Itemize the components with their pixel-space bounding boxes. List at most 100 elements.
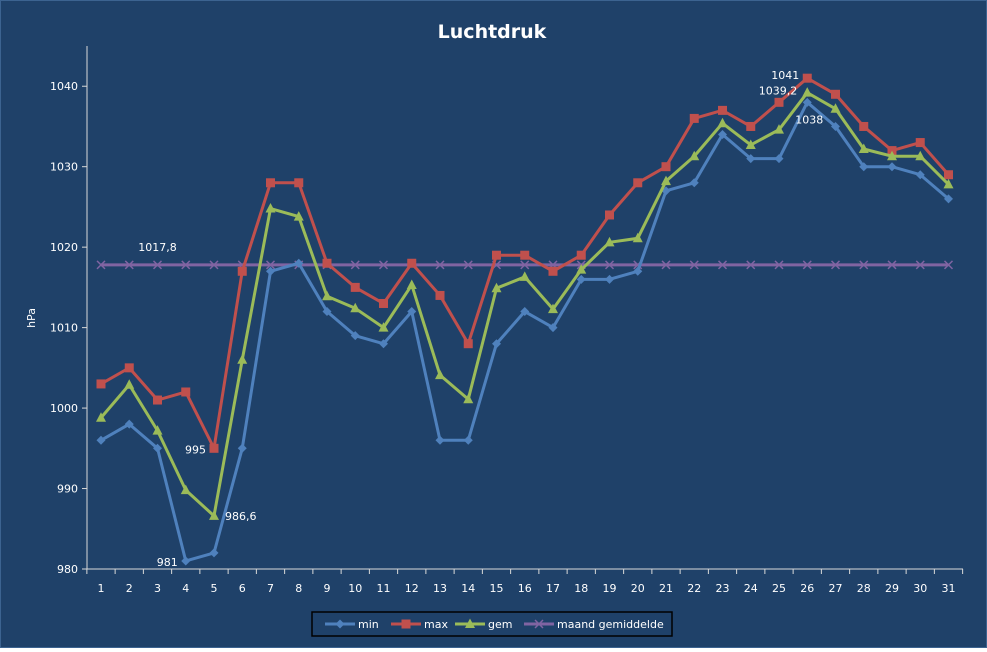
data-point	[293, 211, 304, 221]
data-point	[378, 260, 389, 270]
data-point	[661, 260, 671, 270]
data-label: 986,6	[225, 510, 257, 523]
data-point	[463, 260, 473, 270]
x-tick-label: 19	[603, 582, 617, 595]
series-max	[96, 73, 953, 453]
data-point	[915, 170, 925, 180]
data-point	[944, 170, 953, 180]
legend-marker	[335, 619, 345, 629]
x-tick-label: 5	[211, 582, 218, 595]
data-labels: 1017,8 995 986,6 981 1041 1039,2 1038	[138, 69, 823, 569]
data-point	[491, 282, 502, 293]
x-tick-label: 22	[687, 582, 701, 595]
legend: min max gem maand gemiddelde	[311, 611, 673, 637]
x-tick-label: 14	[461, 582, 475, 595]
data-point	[407, 258, 417, 268]
data-point	[604, 236, 615, 247]
data-point	[802, 97, 812, 107]
data-point	[859, 121, 869, 131]
data-point	[463, 339, 473, 349]
data-point	[661, 162, 671, 172]
data-point	[717, 260, 728, 270]
data-label: 1041	[771, 69, 799, 82]
data-point	[915, 138, 925, 148]
data-point	[265, 203, 276, 213]
series-gem	[96, 87, 954, 520]
data-point	[463, 393, 474, 404]
data-point	[378, 322, 389, 332]
data-point	[519, 271, 530, 281]
data-point	[322, 290, 332, 301]
data-point	[209, 260, 219, 270]
legend-item-min: min	[325, 618, 379, 631]
data-point	[181, 556, 191, 566]
data-point	[209, 443, 219, 453]
data-point	[435, 435, 445, 445]
data-point	[689, 150, 700, 161]
x-tick-label: 4	[182, 582, 189, 595]
data-label: 1039,2	[759, 85, 798, 98]
data-point	[915, 150, 926, 161]
x-tick-label: 9	[324, 582, 331, 595]
data-point	[774, 154, 784, 164]
x-tick-label: 6	[239, 582, 246, 595]
chart-title: Luchtdruk	[438, 21, 547, 43]
data-point	[322, 307, 332, 317]
x-tick-label: 16	[518, 582, 532, 595]
data-point	[661, 175, 671, 186]
x-tick-label: 15	[490, 582, 504, 595]
legend-item-maand-gemiddelde: maand gemiddelde	[524, 618, 664, 631]
data-point	[717, 117, 728, 128]
y-tick-label: 1000	[50, 402, 78, 415]
data-point	[379, 339, 388, 349]
data-point	[944, 194, 953, 204]
data-point	[858, 143, 869, 153]
data-point	[689, 178, 699, 188]
data-point	[266, 266, 275, 276]
x-tick-label: 7	[267, 582, 274, 595]
data-point	[435, 369, 445, 380]
data-point	[124, 379, 135, 389]
data-point	[181, 387, 191, 397]
x-tick-label: 1	[98, 582, 105, 595]
data-point	[124, 419, 134, 429]
x-tick-label: 24	[744, 582, 758, 595]
data-point	[209, 510, 219, 520]
data-point	[237, 443, 247, 453]
x-tick-label: 20	[631, 582, 645, 595]
x-tick-label: 8	[295, 582, 302, 595]
data-point	[718, 130, 727, 140]
data-point	[746, 121, 756, 131]
data-label: 995	[185, 443, 206, 456]
data-point	[520, 250, 530, 260]
plot-area	[96, 73, 954, 566]
data-point	[350, 331, 360, 341]
x-tick-label: 11	[377, 582, 391, 595]
data-point	[492, 250, 501, 260]
data-point	[492, 339, 501, 349]
data-point	[96, 412, 106, 422]
data-point	[859, 260, 869, 270]
data-point	[153, 443, 162, 453]
legend-item-gem: gem	[455, 618, 512, 631]
data-point	[576, 274, 586, 284]
data-point	[576, 264, 587, 274]
data-point	[774, 124, 784, 134]
data-point	[350, 260, 360, 270]
data-point	[633, 266, 643, 276]
data-point	[124, 363, 134, 373]
y-tick-label: 990	[57, 483, 78, 496]
data-point	[632, 232, 643, 243]
x-tick-label: 10	[348, 582, 362, 595]
y-tick-label: 1030	[50, 161, 78, 174]
data-point	[859, 162, 869, 172]
data-point	[265, 260, 276, 270]
data-point	[96, 435, 106, 445]
data-point	[407, 307, 417, 317]
data-label: 1038	[795, 113, 823, 126]
legend-label: min	[358, 618, 379, 631]
legend-item-max: max	[391, 618, 448, 631]
